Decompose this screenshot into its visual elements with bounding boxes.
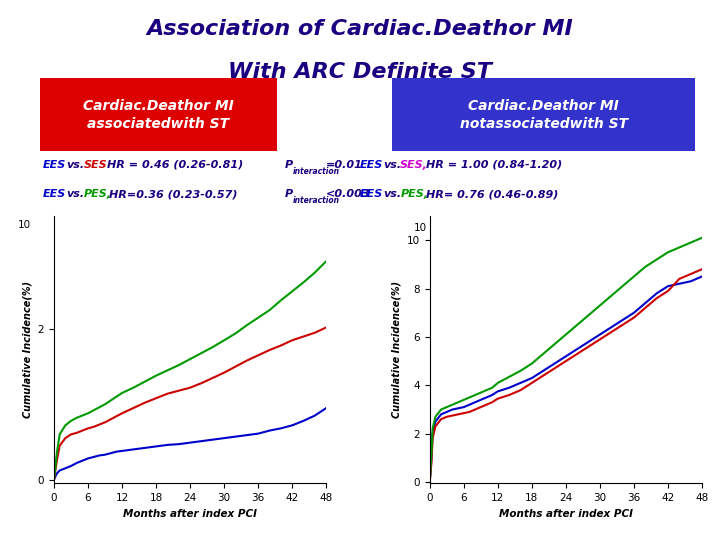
Text: HR = 1.00 (0.84-1.20): HR = 1.00 (0.84-1.20)	[426, 160, 562, 170]
Text: PES,: PES,	[84, 190, 112, 199]
Text: interaction: interaction	[292, 197, 339, 205]
Text: Cardiac.Deathor MI
notassociatedwith ST: Cardiac.Deathor MI notassociatedwith ST	[459, 98, 628, 131]
Text: HR= 0.76 (0.46-0.89): HR= 0.76 (0.46-0.89)	[426, 190, 559, 199]
Text: vs.: vs.	[66, 190, 84, 199]
Text: EES: EES	[360, 190, 383, 199]
Y-axis label: Cumulative Incidence(%): Cumulative Incidence(%)	[22, 281, 32, 418]
Text: 10: 10	[18, 220, 31, 229]
Text: vs.: vs.	[66, 160, 84, 170]
Text: SES,: SES,	[400, 160, 428, 170]
Text: HR = 0.46 (0.26-0.81): HR = 0.46 (0.26-0.81)	[107, 160, 243, 170]
Text: SES: SES	[84, 160, 107, 170]
Text: =0.01: =0.01	[325, 160, 362, 170]
Text: PES,: PES,	[400, 190, 428, 199]
X-axis label: Months after index PCI: Months after index PCI	[123, 509, 257, 518]
Text: P: P	[284, 160, 292, 170]
Text: 10: 10	[414, 223, 427, 233]
Text: EES: EES	[360, 160, 383, 170]
Text: <0.003: <0.003	[325, 190, 370, 199]
Y-axis label: Cumulative Incidence(%): Cumulative Incidence(%)	[392, 281, 401, 418]
Text: EES: EES	[43, 160, 66, 170]
Text: HR=0.36 (0.23-0.57): HR=0.36 (0.23-0.57)	[109, 190, 238, 199]
Text: With ARC Definite ST: With ARC Definite ST	[228, 62, 492, 82]
Text: interaction: interaction	[292, 167, 339, 176]
X-axis label: Months after index PCI: Months after index PCI	[499, 509, 633, 518]
Text: vs.: vs.	[383, 160, 401, 170]
Text: EES: EES	[43, 190, 66, 199]
Text: Cardiac.Deathor MI
associatedwith ST: Cardiac.Deathor MI associatedwith ST	[83, 98, 234, 131]
Text: vs.: vs.	[383, 190, 401, 199]
Text: P: P	[284, 190, 292, 199]
Text: Association of Cardiac.Deathor MI: Association of Cardiac.Deathor MI	[147, 19, 573, 39]
